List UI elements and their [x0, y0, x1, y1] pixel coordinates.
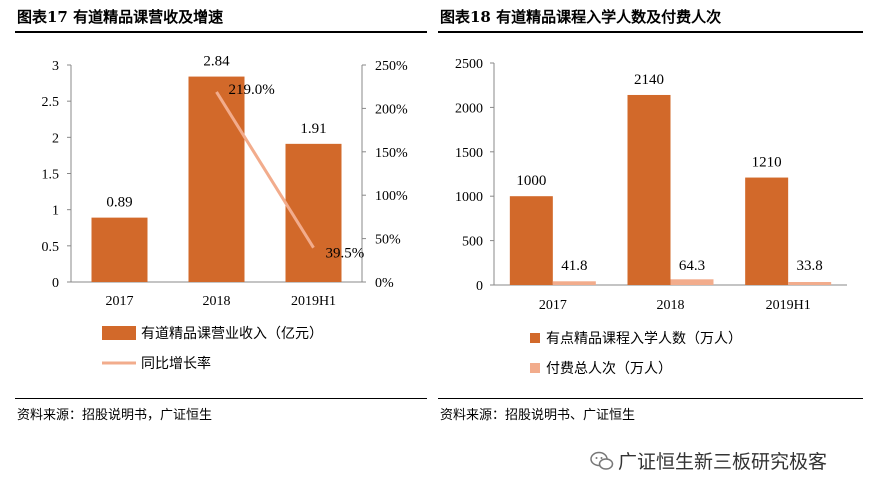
- right-source-rule: [438, 398, 863, 399]
- enrollment-bar: [509, 196, 553, 285]
- y-tick-label: 2500: [455, 57, 483, 72]
- revenue-bar: [91, 217, 148, 282]
- left-title-rule: [15, 31, 427, 33]
- y2-tick-label: 100%: [375, 189, 408, 204]
- y-tick-label: 0: [52, 276, 59, 291]
- y-tick-label: 1500: [455, 146, 483, 161]
- y-tick-label: 1.5: [42, 168, 60, 183]
- right-chart: 0 500 1000 1500 2000 2500 2017 2018 2019H1 1000 21…: [455, 57, 847, 377]
- left-source-rule: [15, 398, 427, 399]
- y-tick-label: 1: [52, 204, 59, 219]
- enrollment-bar: [745, 177, 789, 285]
- y2-tick-label: 200%: [375, 102, 408, 117]
- watermark-text: 广证恒生新三板研究极客: [618, 451, 828, 473]
- revenue-bar: [285, 143, 342, 282]
- legend-swatch-paid-count: [530, 363, 540, 373]
- legend-label-enrollment: 有点精品课程入学人数（万人）: [546, 331, 742, 347]
- y-tick-label: 2.5: [42, 95, 60, 110]
- y-tick-label: 0.5: [42, 240, 60, 255]
- enrollment-bar: [627, 94, 671, 285]
- y2-tick-label: 0%: [375, 276, 394, 291]
- right-source-note: 资料来源：招股说明书、广证恒生: [440, 408, 636, 423]
- revenue-data-label: 1.91: [300, 121, 326, 137]
- left-source-note: 资料来源：招股说明书，广证恒生: [17, 408, 213, 423]
- paid-count-bar: [552, 281, 596, 285]
- x-tick-label: 2019H1: [291, 294, 336, 309]
- y-tick-label: 2000: [455, 101, 483, 116]
- legend-label-paid-count: 付费总人次（万人）: [546, 361, 672, 377]
- y-tick-label: 3: [52, 59, 59, 74]
- legend-label-growth: 同比增长率: [141, 355, 211, 372]
- paid-count-bar: [670, 279, 714, 285]
- y2-tick-label: 50%: [375, 233, 401, 248]
- x-tick-label: 2017: [106, 294, 134, 309]
- paid-count-data-label: 33.8: [797, 258, 823, 274]
- paid-count-data-label: 64.3: [679, 258, 705, 274]
- y-tick-label: 0: [476, 279, 483, 294]
- left-figure-title: 图表17 有道精品课营收及增速: [17, 8, 224, 26]
- x-tick-label: 2018: [657, 298, 685, 313]
- legend-swatch-revenue: [102, 326, 136, 340]
- wechat-icon: [590, 451, 614, 470]
- legend-label-revenue: 有道精品课营业收入（亿元）: [141, 326, 323, 342]
- growth-rate-line: [215, 91, 315, 249]
- y-tick-label: 1000: [455, 190, 483, 205]
- y2-tick-label: 250%: [375, 59, 408, 74]
- right-title-rule: [438, 31, 863, 33]
- left-chart: 0 0.5 1 1.5 2 2.5 3 0% 50% 100% 150% 200% 250% 2017 20…: [42, 54, 409, 372]
- enrollment-data-label: 2140: [634, 72, 664, 88]
- growth-data-label: 219.0%: [229, 82, 275, 98]
- x-tick-label: 2019H1: [766, 298, 811, 313]
- revenue-bar: [188, 76, 245, 282]
- y-tick-label: 500: [462, 235, 483, 250]
- revenue-data-label: 2.84: [203, 54, 230, 70]
- y-tick-label: 2: [52, 131, 59, 146]
- enrollment-data-label: 1210: [752, 155, 782, 171]
- y2-tick-label: 150%: [375, 146, 408, 161]
- revenue-data-label: 0.89: [106, 195, 132, 211]
- x-tick-label: 2017: [539, 298, 567, 313]
- right-figure-title: 图表18 有道精品课程入学人数及付费人次: [440, 8, 722, 26]
- growth-data-label: 39.5%: [326, 246, 365, 262]
- paid-count-data-label: 41.8: [561, 258, 587, 274]
- x-tick-label: 2018: [203, 294, 231, 309]
- paid-count-bar: [788, 281, 832, 285]
- legend-swatch-enrollment: [530, 333, 540, 343]
- enrollment-data-label: 1000: [516, 173, 546, 189]
